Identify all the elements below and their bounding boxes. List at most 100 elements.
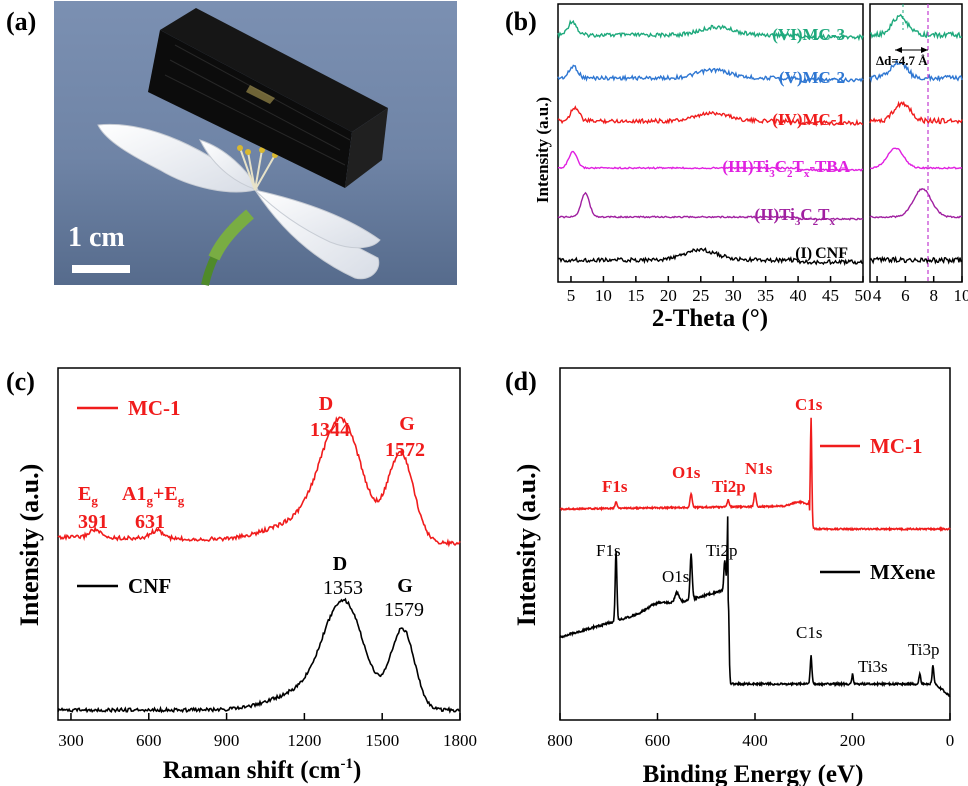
- b-inset-series-line: [870, 147, 963, 170]
- b-xtick-label: 45: [822, 286, 839, 305]
- c-xtick-label: 900: [214, 731, 240, 750]
- raman-eg-value: 391: [78, 511, 108, 533]
- d-mc1-line: [559, 417, 951, 532]
- b-inset-xtick-label: 6: [901, 286, 910, 305]
- raman-cnf-g-label: G: [397, 575, 413, 597]
- flower-stamens: [239, 147, 276, 191]
- photo-panel: 1 cm: [54, 1, 457, 286]
- panel-b-main-frame: [557, 3, 864, 283]
- b-xtick-label: 20: [660, 286, 677, 305]
- xps-mc1-o1s: O1s: [672, 463, 701, 482]
- b-inset-xtick-label: 10: [954, 286, 968, 305]
- inset-delta-label: Δd=4.7 Å: [876, 53, 928, 68]
- raman-a1g-label: A1g+Eg: [122, 483, 185, 508]
- b-xtick-label: 5: [567, 286, 576, 305]
- b-inset-xtick-label: 8: [929, 286, 938, 305]
- raman-mc1-g-label: G: [399, 413, 415, 435]
- panel-b-ylabel: Intensity (a.u.): [533, 97, 552, 203]
- xps-mxene-ti3s: Ti3s: [858, 657, 888, 676]
- xps-mxene-ti2p: Ti2p: [706, 541, 738, 560]
- b-inset-series-line: [869, 255, 963, 265]
- panel-c-chart: 300 600 900 1200 1500 1800 Intensity (a.u.) R…: [15, 367, 477, 784]
- c-xtick-label: 1800: [443, 731, 477, 750]
- c-xtick-label: 1200: [287, 731, 321, 750]
- scale-bar: [72, 265, 130, 273]
- flower-sepal: [208, 209, 254, 261]
- raman-eg-label: Eg: [78, 483, 98, 508]
- panel-c-frame: [57, 367, 461, 721]
- c-mc1-line: [57, 416, 461, 548]
- b-inset-series-line: [869, 187, 963, 219]
- series-label-mc2: (V)MC-2: [779, 68, 845, 87]
- panel-b-label: (b): [505, 7, 537, 36]
- b-inset-series-line: [869, 13, 963, 40]
- c-xtick-label: 300: [58, 731, 84, 750]
- b-series-line: [557, 191, 864, 221]
- legend-mc1-label: MC-1: [128, 396, 180, 420]
- xps-mxene-f1s: F1s: [596, 541, 621, 560]
- b-inset-xtick-label: 4: [873, 286, 882, 305]
- inset-arrow-left: [895, 47, 902, 53]
- scale-bar-label: 1 cm: [68, 222, 125, 253]
- b-series-line: [557, 19, 864, 42]
- b-xtick-label: 15: [627, 286, 644, 305]
- raman-cnf-d-label: D: [333, 553, 347, 575]
- b-inset-series-line: [869, 100, 963, 125]
- panel-d-label: (d): [505, 367, 537, 396]
- panel-b-xlabel: 2-Theta (°): [652, 305, 768, 332]
- b-series-line: [557, 105, 864, 127]
- b-xtick-label: 40: [790, 286, 807, 305]
- panel-d-chart: 800 600 400 200 0 Intensity (a.u.) Binding E…: [512, 367, 955, 786]
- inset-arrow-right: [921, 47, 928, 53]
- d-xtick-label: 200: [840, 731, 866, 750]
- b-xtick-label: 30: [725, 286, 742, 305]
- series-label-ti3c2tx-tba: (III)Ti3C2Tx-TBA: [722, 157, 850, 180]
- legend-d-mxene-label: MXene: [870, 560, 935, 584]
- c-xtick-label: 600: [136, 731, 162, 750]
- b-series-line: [557, 247, 864, 267]
- aerogel-block: [148, 8, 388, 188]
- raman-cnf-g-value: 1579: [384, 599, 424, 621]
- raman-cnf-d-value: 1353: [323, 577, 363, 599]
- b-inset-series-line: [869, 59, 963, 83]
- b-xtick-label: 10: [595, 286, 612, 305]
- raman-mc1-d-label: D: [319, 393, 333, 415]
- series-label-ti3c2tx: (II)Ti3C2Tx: [755, 205, 836, 228]
- panel-a-label: (a): [6, 7, 36, 36]
- series-label-cnf: (I) CNF: [795, 245, 848, 262]
- raman-a1g-value: 631: [135, 511, 165, 533]
- xps-mc1-ti2p: Ti2p: [712, 477, 746, 496]
- xps-mxene-o1s: O1s: [662, 567, 689, 586]
- d-xtick-label: 600: [645, 731, 671, 750]
- panel-d-xlabel: Binding Energy (eV): [643, 761, 864, 786]
- xps-mxene-ti3p: Ti3p: [908, 640, 940, 659]
- xps-mxene-c1s: C1s: [796, 623, 822, 642]
- d-xtick-label: 800: [547, 731, 573, 750]
- panel-b-inset-frame: [869, 3, 963, 283]
- series-label-mc1: (IV)MC-1: [772, 110, 845, 129]
- d-xtick-label: 0: [946, 731, 955, 750]
- b-series-line: [557, 64, 864, 84]
- xps-mc1-c1s: C1s: [795, 395, 823, 414]
- panel-c-ylabel: Intensity (a.u.): [15, 464, 44, 627]
- c-xtick-label: 1500: [365, 731, 399, 750]
- legend-cnf-label: CNF: [128, 574, 171, 598]
- flower-petals: [97, 123, 381, 280]
- c-cnf-line: [57, 597, 461, 714]
- panel-c-label: (c): [6, 367, 35, 396]
- b-xtick-label: 25: [692, 286, 709, 305]
- panel-b-chart: 5 10 15 20 25 30 35 40 45 50 4 6 8 10 Δd=4.7 Å Intens…: [533, 3, 968, 332]
- xps-mc1-f1s: F1s: [602, 477, 628, 496]
- panel-d-ylabel: Intensity (a.u.): [512, 464, 541, 627]
- b-xtick-label: 35: [757, 286, 774, 305]
- b-xtick-label: 50: [855, 286, 872, 305]
- panel-c-xlabel: Raman shift (cm-1): [163, 756, 362, 784]
- raman-mc1-g-value: 1572: [385, 439, 425, 461]
- d-mxene-line: [559, 516, 951, 698]
- series-label-mc3: (VI)MC-3: [772, 25, 845, 44]
- raman-mc1-d-value: 1344: [310, 419, 350, 441]
- b-series-line: [557, 150, 864, 172]
- legend-d-mc1-label: MC-1: [870, 434, 922, 458]
- d-xtick-label: 400: [742, 731, 768, 750]
